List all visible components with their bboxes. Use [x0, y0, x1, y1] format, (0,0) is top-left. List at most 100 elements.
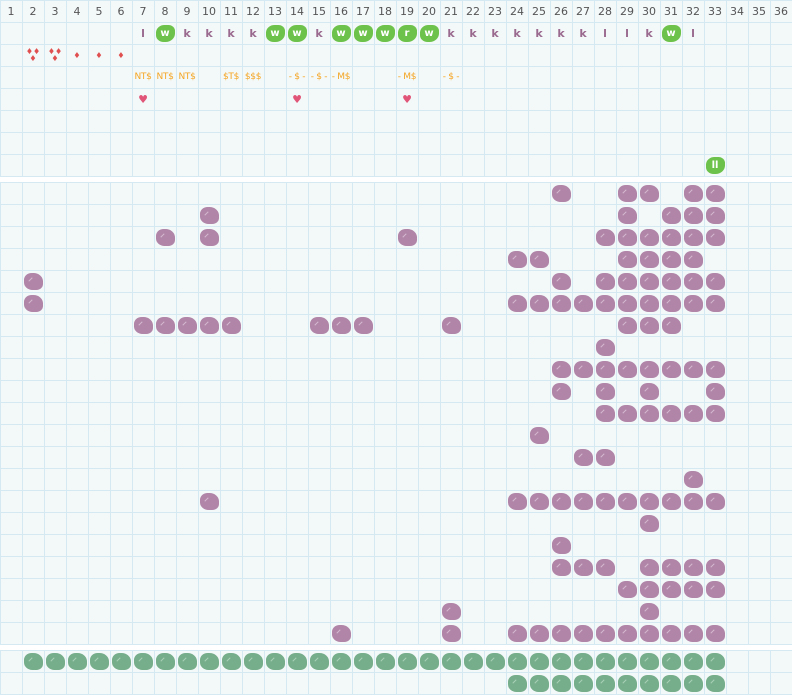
- green-tile[interactable]: [529, 674, 549, 692]
- board-cell[interactable]: [616, 270, 638, 292]
- letter-slot[interactable]: w: [352, 22, 374, 44]
- board-cell[interactable]: [154, 226, 176, 248]
- green-letter-tile[interactable]: w: [353, 24, 373, 42]
- green-tile[interactable]: [573, 652, 593, 670]
- green-tile[interactable]: [419, 652, 439, 670]
- purple-tile[interactable]: [661, 294, 681, 312]
- board-cell[interactable]: [550, 534, 572, 556]
- board-cell[interactable]: [572, 622, 594, 644]
- purple-tile[interactable]: [639, 272, 659, 290]
- board-cell[interactable]: [682, 182, 704, 204]
- board-cell[interactable]: [660, 270, 682, 292]
- green-tile[interactable]: [617, 674, 637, 692]
- green-tile[interactable]: [441, 652, 461, 670]
- purple-tile[interactable]: [617, 492, 637, 510]
- purple-tile[interactable]: [595, 360, 615, 378]
- board-cell[interactable]: [616, 578, 638, 600]
- tray-cell[interactable]: [418, 650, 440, 672]
- board-cell[interactable]: [638, 622, 660, 644]
- board-cell[interactable]: [704, 204, 726, 226]
- green-tile[interactable]: [67, 652, 87, 670]
- board-cell[interactable]: [352, 314, 374, 336]
- purple-tile[interactable]: [617, 228, 637, 246]
- tray-cell[interactable]: [506, 650, 528, 672]
- purple-tile[interactable]: [507, 624, 527, 642]
- green-tile[interactable]: [331, 652, 351, 670]
- purple-tile[interactable]: [661, 624, 681, 642]
- purple-tile[interactable]: [551, 536, 571, 554]
- green-letter-tile[interactable]: w: [375, 24, 395, 42]
- board-cell[interactable]: [638, 578, 660, 600]
- purple-tile[interactable]: [683, 228, 703, 246]
- board-cell[interactable]: [154, 314, 176, 336]
- letter-slot[interactable]: k: [220, 22, 242, 44]
- board-cell[interactable]: [198, 226, 220, 248]
- purple-tile[interactable]: [639, 184, 659, 202]
- purple-tile[interactable]: [683, 580, 703, 598]
- board-cell[interactable]: [220, 314, 242, 336]
- board-cell[interactable]: [638, 600, 660, 622]
- purple-tile[interactable]: [573, 294, 593, 312]
- board-cell[interactable]: [594, 292, 616, 314]
- purple-tile[interactable]: [705, 206, 725, 224]
- purple-tile[interactable]: [617, 272, 637, 290]
- board-cell[interactable]: [22, 292, 44, 314]
- board-cell[interactable]: [682, 358, 704, 380]
- purple-tile[interactable]: [595, 228, 615, 246]
- tray-cell[interactable]: [308, 650, 330, 672]
- green-tile[interactable]: [661, 674, 681, 692]
- purple-tile[interactable]: [705, 624, 725, 642]
- green-tile[interactable]: [45, 652, 65, 670]
- letter-tile[interactable]: l: [141, 26, 145, 40]
- tray-cell[interactable]: [550, 672, 572, 694]
- purple-tile[interactable]: [617, 580, 637, 598]
- letter-tile[interactable]: k: [227, 26, 235, 40]
- purple-tile[interactable]: [595, 294, 615, 312]
- green-letter-tile[interactable]: r: [397, 24, 417, 42]
- green-tile[interactable]: [265, 652, 285, 670]
- purple-tile[interactable]: [639, 558, 659, 576]
- badge-slot[interactable]: ll: [704, 154, 726, 176]
- purple-tile[interactable]: [595, 272, 615, 290]
- letter-slot[interactable]: k: [440, 22, 462, 44]
- green-tile[interactable]: [595, 652, 615, 670]
- board-cell[interactable]: [528, 248, 550, 270]
- purple-tile[interactable]: [309, 316, 329, 334]
- tray-cell[interactable]: [638, 672, 660, 694]
- tray-cell[interactable]: [704, 650, 726, 672]
- letter-slot[interactable]: r: [396, 22, 418, 44]
- purple-tile[interactable]: [639, 580, 659, 598]
- board-cell[interactable]: [704, 270, 726, 292]
- purple-tile[interactable]: [705, 228, 725, 246]
- board-cell[interactable]: [550, 490, 572, 512]
- board-cell[interactable]: [198, 490, 220, 512]
- letter-tile[interactable]: k: [469, 26, 477, 40]
- purple-tile[interactable]: [177, 316, 197, 334]
- letter-tile[interactable]: l: [691, 26, 695, 40]
- green-tile[interactable]: [177, 652, 197, 670]
- tray-cell[interactable]: [682, 650, 704, 672]
- board-cell[interactable]: [572, 358, 594, 380]
- tray-cell[interactable]: [594, 650, 616, 672]
- tray-cell[interactable]: [572, 650, 594, 672]
- board-cell[interactable]: [704, 358, 726, 380]
- tray-cell[interactable]: [44, 650, 66, 672]
- purple-tile[interactable]: [595, 382, 615, 400]
- board-cell[interactable]: [616, 622, 638, 644]
- tray-cell[interactable]: [176, 650, 198, 672]
- purple-tile[interactable]: [573, 360, 593, 378]
- purple-tile[interactable]: [573, 558, 593, 576]
- board-cell[interactable]: [682, 270, 704, 292]
- purple-tile[interactable]: [529, 624, 549, 642]
- green-letter-tile[interactable]: w: [287, 24, 307, 42]
- letter-slot[interactable]: l: [616, 22, 638, 44]
- letter-tile[interactable]: k: [315, 26, 323, 40]
- board-cell[interactable]: [682, 468, 704, 490]
- board-cell[interactable]: [594, 490, 616, 512]
- tray-cell[interactable]: [506, 672, 528, 694]
- board-cell[interactable]: [682, 622, 704, 644]
- board-cell[interactable]: [572, 556, 594, 578]
- board-cell[interactable]: [528, 292, 550, 314]
- purple-tile[interactable]: [705, 558, 725, 576]
- purple-tile[interactable]: [529, 426, 549, 444]
